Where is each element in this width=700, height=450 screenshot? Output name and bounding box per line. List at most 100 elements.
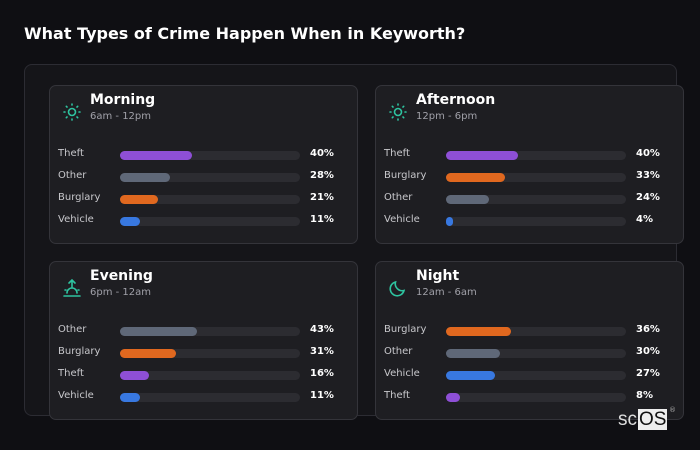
bar-track [120, 217, 300, 226]
category-label: Vehicle [384, 214, 420, 225]
bar-track [120, 327, 300, 336]
bar-theft [120, 371, 149, 380]
category-label: Theft [384, 390, 410, 401]
category-label: Vehicle [58, 390, 94, 401]
panel-title: Evening [90, 268, 153, 284]
bar-track [446, 327, 626, 336]
bar-track [446, 151, 626, 160]
bar-vehicle [446, 371, 495, 380]
bar-burglary [120, 195, 158, 204]
category-label: Burglary [384, 324, 427, 335]
category-label: Theft [58, 148, 84, 159]
bar-track [120, 151, 300, 160]
bar-theft [120, 151, 192, 160]
bar-row: Theft 16% [58, 368, 348, 382]
sun-icon [388, 102, 408, 122]
sun-icon [62, 102, 82, 122]
bar-row: Vehicle 11% [58, 390, 348, 404]
value-label: 16% [310, 368, 334, 379]
bar-row: Vehicle 4% [384, 214, 674, 228]
bar-theft [446, 393, 461, 402]
panel-time-range: 6am - 12pm [90, 111, 152, 122]
bar-other [120, 173, 171, 182]
bar-row: Burglary 33% [384, 170, 674, 184]
bar-track [446, 393, 626, 402]
category-label: Other [58, 170, 87, 181]
bar-track [446, 217, 626, 226]
value-label: 11% [310, 390, 334, 401]
panel-time-range: 12am - 6am [416, 287, 477, 298]
bar-row: Other 28% [58, 170, 348, 184]
bar-track [446, 371, 626, 380]
page-title: What Types of Crime Happen When in Keywo… [24, 24, 466, 43]
panel-afternoon: Afternoon 12pm - 6pm Theft 40% Burglary … [375, 85, 684, 244]
panel-night: Night 12am - 6am Burglary 36% Other 30% … [375, 261, 684, 420]
logo-text-a: sc [618, 409, 637, 430]
bar-row: Burglary 21% [58, 192, 348, 206]
panel-title: Afternoon [416, 92, 496, 108]
bar-vehicle [120, 393, 140, 402]
bar-track [446, 195, 626, 204]
category-label: Other [384, 346, 413, 357]
value-label: 31% [310, 346, 334, 357]
registered-mark: ® [669, 406, 676, 414]
bar-track [446, 173, 626, 182]
bar-track [120, 349, 300, 358]
value-label: 40% [636, 148, 660, 159]
bar-track [120, 393, 300, 402]
category-label: Burglary [384, 170, 427, 181]
bar-row: Theft 40% [384, 148, 674, 162]
bar-other [120, 327, 198, 336]
category-label: Vehicle [384, 368, 420, 379]
value-label: 24% [636, 192, 660, 203]
scos-logo: sc OS [617, 409, 668, 431]
panel-evening: Evening 6pm - 12am Other 43% Burglary 31… [49, 261, 358, 420]
bar-track [120, 371, 300, 380]
category-label: Other [384, 192, 413, 203]
bar-track [120, 173, 300, 182]
bar-other [446, 195, 490, 204]
bar-burglary [120, 349, 176, 358]
value-label: 40% [310, 148, 334, 159]
panel-time-range: 6pm - 12am [90, 287, 152, 298]
bar-burglary [446, 173, 506, 182]
category-label: Burglary [58, 192, 101, 203]
panel-title: Night [416, 268, 460, 284]
bar-row: Other 30% [384, 346, 674, 360]
value-label: 8% [636, 390, 653, 401]
category-label: Burglary [58, 346, 101, 357]
bar-theft [446, 151, 518, 160]
bar-vehicle [120, 217, 140, 226]
bar-vehicle [446, 217, 454, 226]
value-label: 43% [310, 324, 334, 335]
category-label: Theft [384, 148, 410, 159]
panel-morning: Morning 6am - 12pm Theft 40% Other 28% B… [49, 85, 358, 244]
value-label: 36% [636, 324, 660, 335]
value-label: 21% [310, 192, 334, 203]
value-label: 33% [636, 170, 660, 181]
bar-row: Theft 8% [384, 390, 674, 404]
moon-icon [388, 278, 408, 298]
sunset-icon [62, 278, 82, 298]
category-label: Vehicle [58, 214, 94, 225]
bar-burglary [446, 327, 511, 336]
category-label: Theft [58, 368, 84, 379]
value-label: 28% [310, 170, 334, 181]
category-label: Other [58, 324, 87, 335]
bar-row: Burglary 36% [384, 324, 674, 338]
bar-row: Vehicle 27% [384, 368, 674, 382]
panel-time-range: 12pm - 6pm [416, 111, 478, 122]
value-label: 11% [310, 214, 334, 225]
bar-track [120, 195, 300, 204]
bar-row: Vehicle 11% [58, 214, 348, 228]
value-label: 27% [636, 368, 660, 379]
bar-row: Theft 40% [58, 148, 348, 162]
value-label: 4% [636, 214, 653, 225]
value-label: 30% [636, 346, 660, 357]
bar-row: Burglary 31% [58, 346, 348, 360]
bar-row: Other 43% [58, 324, 348, 338]
bar-track [446, 349, 626, 358]
bar-row: Other 24% [384, 192, 674, 206]
panel-title: Morning [90, 92, 156, 108]
bar-other [446, 349, 500, 358]
